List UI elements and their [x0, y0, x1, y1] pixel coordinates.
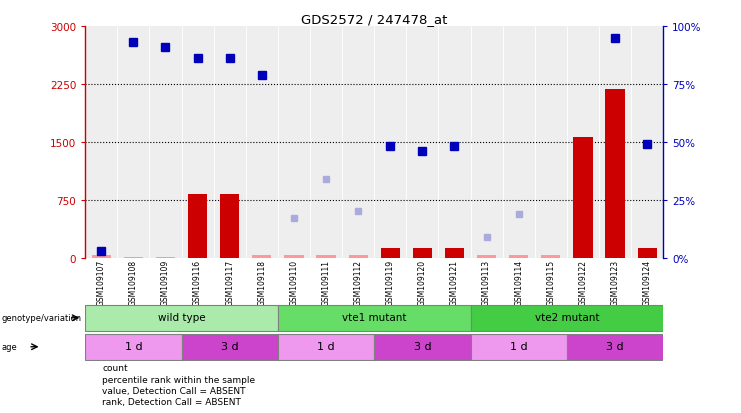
Bar: [445, 249, 464, 258]
Text: 1 d: 1 d: [510, 342, 528, 351]
Text: 1 d: 1 d: [317, 342, 335, 351]
Bar: [381, 249, 400, 258]
Text: 3 d: 3 d: [413, 342, 431, 351]
Text: GSM109111: GSM109111: [322, 259, 330, 305]
Bar: [471, 305, 663, 331]
Bar: [605, 90, 625, 258]
Text: GSM109112: GSM109112: [353, 259, 362, 305]
Text: GSM109113: GSM109113: [482, 259, 491, 305]
Text: GSM109108: GSM109108: [129, 259, 138, 305]
Text: age: age: [1, 342, 17, 351]
Text: GSM109122: GSM109122: [579, 259, 588, 305]
Bar: [574, 138, 593, 258]
Bar: [285, 256, 304, 258]
Bar: [637, 249, 657, 258]
Text: percentile rank within the sample: percentile rank within the sample: [102, 375, 256, 384]
Text: vte1 mutant: vte1 mutant: [342, 313, 407, 323]
Text: vte2 mutant: vte2 mutant: [534, 313, 599, 323]
Bar: [413, 249, 432, 258]
Text: GSM109115: GSM109115: [546, 259, 555, 305]
Text: GSM109116: GSM109116: [193, 259, 202, 305]
Text: rank, Detection Call = ABSENT: rank, Detection Call = ABSENT: [102, 397, 241, 406]
Bar: [220, 195, 239, 258]
Text: GSM109117: GSM109117: [225, 259, 234, 305]
Bar: [509, 256, 528, 258]
Bar: [182, 334, 278, 360]
Bar: [156, 257, 175, 258]
Bar: [188, 195, 207, 258]
Bar: [124, 257, 143, 258]
Bar: [471, 334, 567, 360]
Title: GDS2572 / 247478_at: GDS2572 / 247478_at: [301, 13, 448, 26]
Bar: [541, 256, 560, 258]
Bar: [85, 305, 278, 331]
Bar: [567, 334, 663, 360]
Text: 3 d: 3 d: [606, 342, 624, 351]
Bar: [348, 256, 368, 258]
Text: GSM109119: GSM109119: [386, 259, 395, 305]
Text: wild type: wild type: [158, 313, 205, 323]
Bar: [85, 334, 182, 360]
Text: 3 d: 3 d: [221, 342, 239, 351]
Text: GSM109118: GSM109118: [257, 259, 266, 305]
Text: 1 d: 1 d: [124, 342, 142, 351]
Bar: [278, 334, 374, 360]
Bar: [477, 255, 496, 258]
Text: GSM109109: GSM109109: [161, 259, 170, 305]
Text: GSM109120: GSM109120: [418, 259, 427, 305]
Text: genotype/variation: genotype/variation: [1, 313, 82, 323]
Bar: [278, 305, 471, 331]
Bar: [252, 256, 271, 258]
Bar: [374, 334, 471, 360]
Text: GSM109123: GSM109123: [611, 259, 619, 305]
Bar: [316, 256, 336, 258]
Text: GSM109110: GSM109110: [290, 259, 299, 305]
Text: count: count: [102, 363, 128, 373]
Text: GSM109114: GSM109114: [514, 259, 523, 305]
Text: GSM109121: GSM109121: [450, 259, 459, 305]
Text: value, Detection Call = ABSENT: value, Detection Call = ABSENT: [102, 386, 246, 395]
Text: GSM109107: GSM109107: [97, 259, 106, 305]
Text: GSM109124: GSM109124: [642, 259, 651, 305]
Bar: [92, 256, 111, 258]
